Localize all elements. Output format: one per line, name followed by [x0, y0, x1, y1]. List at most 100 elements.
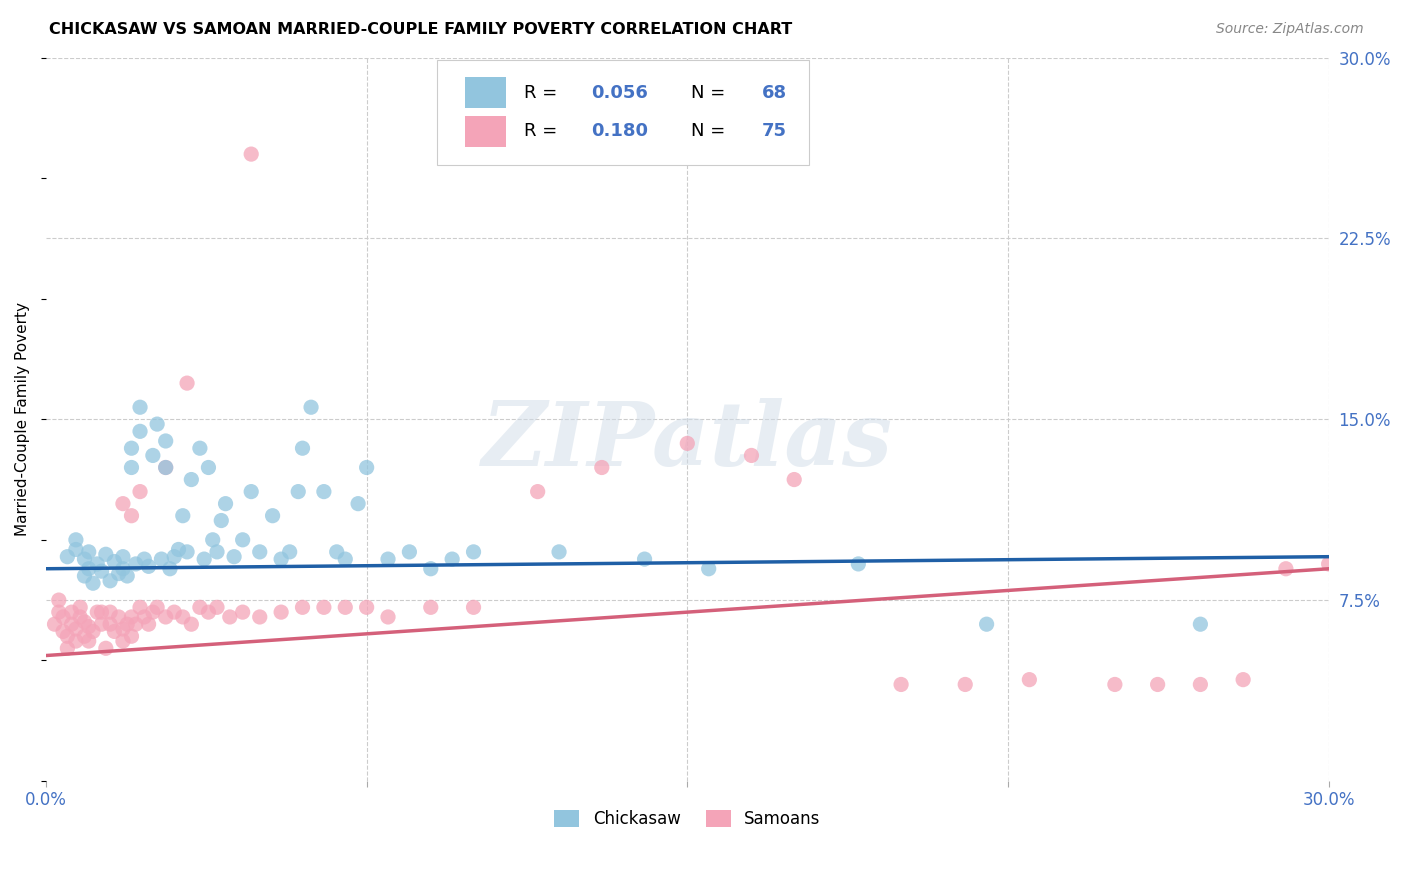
Point [69, 600, 91, 615]
Point [155, 460, 177, 475]
Point [77, 545, 100, 559]
Point [98, 605, 121, 619]
Point [69, 610, 91, 624]
Point [205, 600, 228, 615]
Point [398, 545, 420, 559]
Point [56, 629, 79, 643]
Point [890, 677, 912, 691]
Point [90, 564, 112, 578]
Point [312, 484, 335, 499]
Point [201, 533, 224, 547]
Point [107, 610, 129, 624]
Point [591, 460, 613, 475]
Point [73, 552, 96, 566]
Point [740, 449, 762, 463]
Point [180, 617, 202, 632]
Point [262, 508, 284, 523]
Text: 75: 75 [762, 122, 787, 140]
Point [205, 545, 228, 559]
Point [65, 634, 87, 648]
Point [172, 508, 194, 523]
Point [976, 617, 998, 632]
Point [249, 610, 271, 624]
Point [347, 497, 370, 511]
Point [155, 610, 177, 624]
Point [377, 610, 399, 624]
Text: Source: ZipAtlas.com: Source: ZipAtlas.com [1216, 22, 1364, 37]
Point [278, 545, 301, 559]
Point [138, 559, 160, 574]
Point [142, 605, 165, 619]
Point [121, 508, 143, 523]
Point [129, 600, 152, 615]
Point [214, 497, 236, 511]
Text: N =: N = [692, 84, 731, 102]
Point [218, 610, 240, 624]
Point [86, 557, 108, 571]
Point [155, 434, 177, 448]
Text: ZIPatlas: ZIPatlas [482, 398, 893, 484]
Point [107, 566, 129, 581]
Text: 68: 68 [762, 84, 787, 102]
Point [312, 600, 335, 615]
Y-axis label: Married-Couple Family Poverty: Married-Couple Family Poverty [15, 302, 30, 536]
Point [463, 600, 485, 615]
Point [419, 600, 441, 615]
Point [111, 634, 134, 648]
Point [73, 629, 96, 643]
Point [73, 615, 96, 629]
Point [526, 484, 548, 499]
Point [142, 449, 165, 463]
Text: R =: R = [524, 84, 564, 102]
Point [48, 593, 70, 607]
Point [193, 552, 215, 566]
Point [167, 542, 190, 557]
Point [82, 576, 104, 591]
Point [163, 605, 186, 619]
Text: N =: N = [692, 122, 731, 140]
Point [60, 605, 83, 619]
Point [697, 562, 720, 576]
Point [129, 425, 152, 439]
Point [1232, 673, 1254, 687]
Point [94, 547, 117, 561]
Point [335, 552, 357, 566]
Point [377, 552, 399, 566]
Point [121, 460, 143, 475]
Bar [465, 116, 506, 146]
Point [121, 610, 143, 624]
Point [270, 605, 292, 619]
Point [115, 569, 138, 583]
Point [188, 600, 211, 615]
Point [146, 600, 169, 615]
Point [90, 617, 112, 632]
Point [150, 552, 173, 566]
Point [65, 542, 87, 557]
Point [1189, 677, 1212, 691]
Point [60, 617, 83, 632]
Point [176, 376, 198, 391]
Point [633, 552, 655, 566]
Point [44, 617, 66, 632]
Point [240, 484, 263, 499]
Point [155, 460, 177, 475]
Point [86, 605, 108, 619]
Point [419, 562, 441, 576]
Point [1104, 677, 1126, 691]
Point [111, 497, 134, 511]
Point [1189, 617, 1212, 632]
Point [129, 484, 152, 499]
Point [232, 533, 254, 547]
Point [94, 641, 117, 656]
Point [335, 600, 357, 615]
Point [172, 610, 194, 624]
Point [98, 574, 121, 588]
Point [1146, 677, 1168, 691]
Text: 0.180: 0.180 [591, 122, 648, 140]
Point [325, 545, 347, 559]
Point [356, 600, 378, 615]
Point [125, 557, 148, 571]
Point [48, 605, 70, 619]
Point [176, 545, 198, 559]
Point [52, 610, 75, 624]
